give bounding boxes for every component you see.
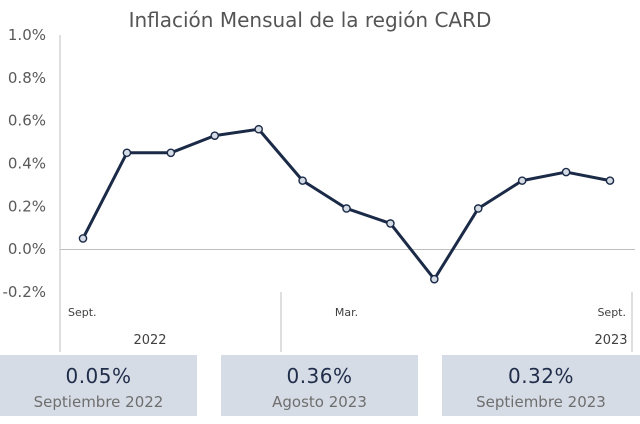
data-point	[342, 204, 351, 213]
y-tick-label: 0.0%	[8, 240, 46, 258]
summary-card-sept-2022: 0.05% Septiembre 2022	[0, 355, 197, 416]
line-chart: Inflación Mensual de la región CARD 1.0%…	[2, 8, 635, 352]
series-line-group	[78, 124, 615, 284]
summary-card-label: Agosto 2023	[272, 393, 367, 411]
y-tick-label: 1.0%	[8, 26, 46, 44]
y-axis: 1.0% 0.8% 0.6% 0.4% 0.2% 0.0% -0.2%	[2, 26, 46, 301]
data-point	[386, 219, 395, 228]
year-label-2022: 2022	[133, 333, 166, 348]
data-point	[298, 176, 307, 185]
data-point	[473, 204, 483, 213]
x-axis: Sept. Mar. Sept.	[68, 306, 626, 319]
data-point	[122, 148, 132, 158]
chart-title: Inflación Mensual de la región CARD	[129, 8, 492, 32]
y-tick-label: 0.2%	[8, 197, 46, 215]
data-point	[561, 167, 571, 177]
data-point	[210, 131, 220, 140]
data-point	[605, 176, 615, 185]
x-tick-label: Sept.	[597, 306, 626, 319]
summary-card-sept-2023: 0.32% Septiembre 2023	[442, 355, 640, 416]
y-tick-label: 0.6%	[8, 112, 46, 130]
summary-card-value: 0.05%	[65, 364, 132, 388]
summary-card-label: Septiembre 2022	[33, 393, 164, 411]
data-point	[254, 124, 263, 134]
y-tick-label: 0.4%	[8, 155, 46, 173]
x-tick-label: Sept.	[68, 306, 97, 319]
year-label-2023: 2023	[594, 333, 627, 348]
data-point	[517, 176, 527, 185]
data-point	[166, 148, 176, 158]
y-tick-label: -0.2%	[2, 283, 46, 301]
summary-card-label: Septiembre 2023	[476, 393, 606, 411]
y-tick-label: 0.8%	[8, 69, 46, 87]
summary-card-value: 0.32%	[507, 364, 575, 388]
summary-card-value: 0.36%	[286, 364, 353, 388]
x-tick-label: Mar.	[335, 306, 358, 319]
summary-card-aug-2023: 0.36% Agosto 2023	[221, 355, 418, 416]
data-point	[78, 234, 88, 243]
data-point	[430, 274, 439, 284]
